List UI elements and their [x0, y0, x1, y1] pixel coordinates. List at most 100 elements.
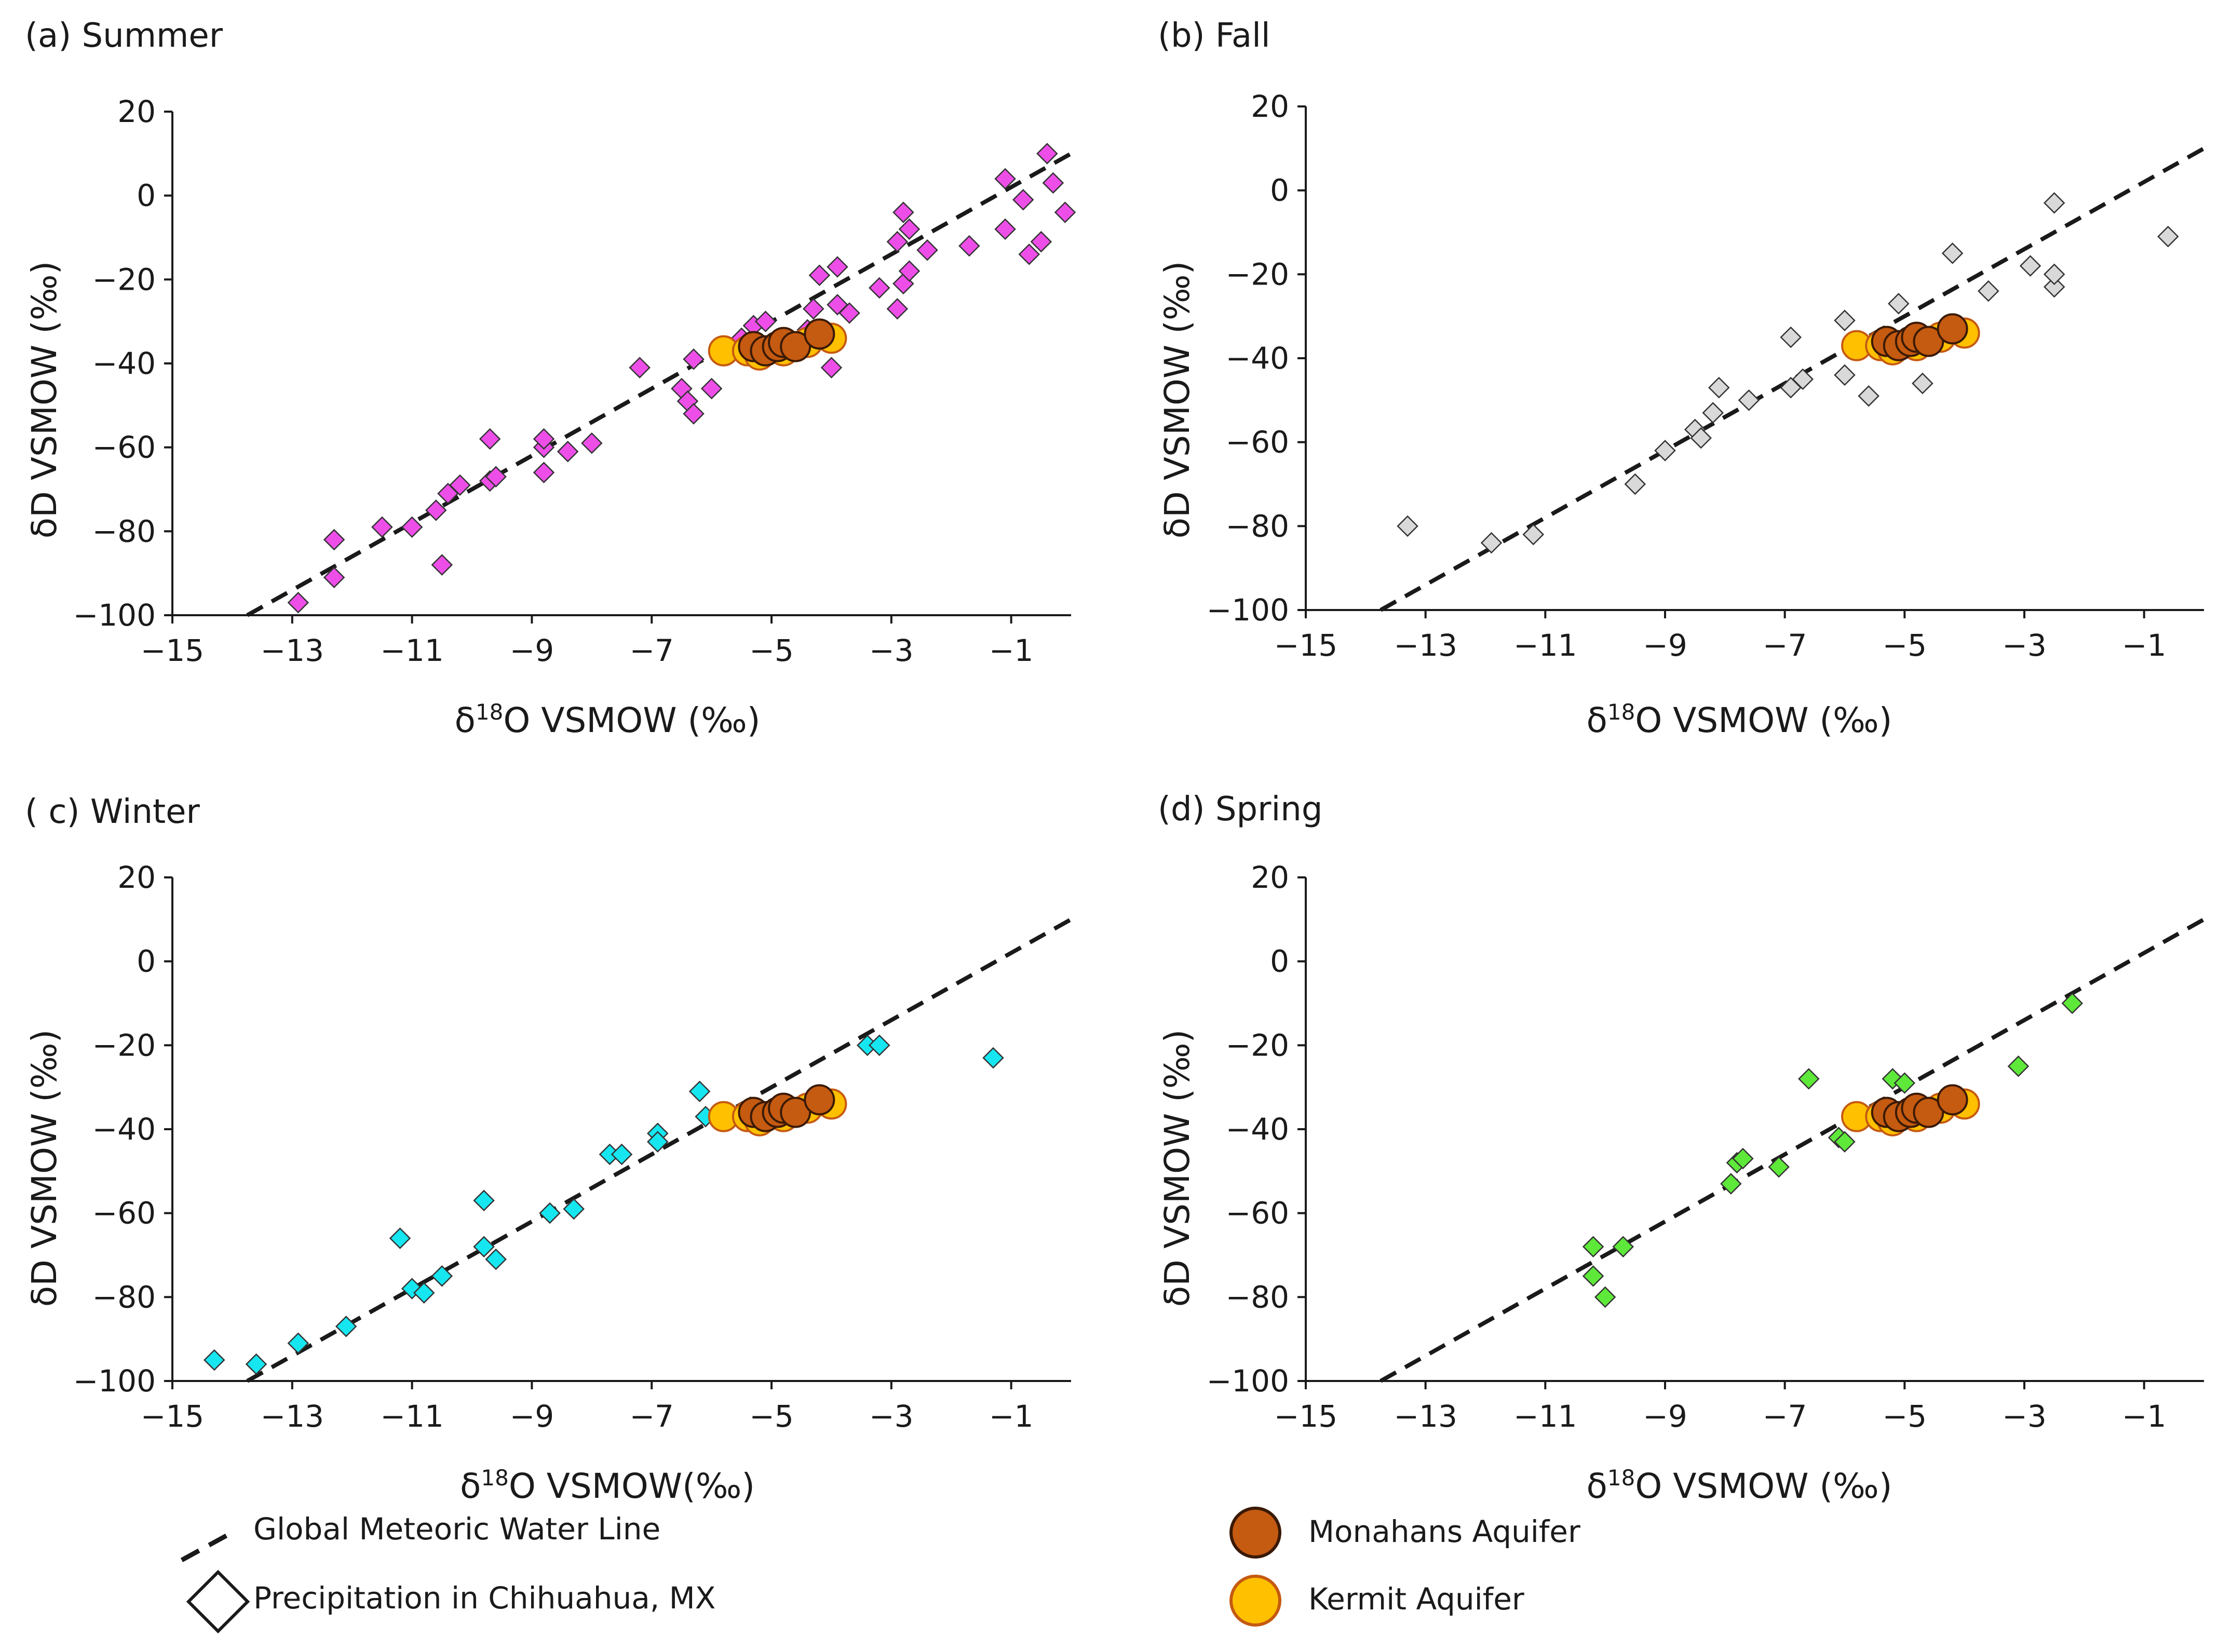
panel-title-winter: ( c) Winter	[25, 793, 200, 831]
precip-point-winter	[473, 1236, 495, 1258]
precip-point-summer	[425, 499, 447, 521]
x-tick-label-fall: −11	[1513, 628, 1577, 663]
gmwl-line-fall	[1380, 146, 2205, 612]
y-axis-title-winter: δD VSMOW (‰)	[24, 1030, 64, 1307]
precip-point-summer	[479, 428, 501, 450]
x-tick-label-fall: −3	[2002, 628, 2047, 663]
precip-point-spring	[1720, 1173, 1742, 1195]
x-tick-label-summer: −11	[380, 633, 443, 668]
panel-fall: (b) Fall 20 0 −20 −40 −60 −80 −100−15 −13 −11 −9 −…	[1157, 17, 2205, 740]
precip-point-summer	[287, 591, 309, 614]
precip-point-summer	[886, 231, 909, 253]
precip-point-summer	[323, 566, 345, 589]
precip-point-summer	[533, 462, 555, 483]
precip-point-spring	[1594, 1286, 1616, 1308]
y-tick-label-fall: −40	[1226, 341, 1289, 376]
x-tick-label-summer: −15	[141, 633, 204, 668]
y-tick-label-spring: 0	[1270, 944, 1289, 979]
y-tick-label-fall: 20	[1251, 89, 1289, 124]
precip-point-fall	[1978, 280, 1999, 302]
precip-point-summer	[533, 428, 555, 450]
y-tick-label-winter: 20	[117, 860, 156, 895]
precip-point-winter	[204, 1349, 225, 1371]
precip-point-summer	[700, 377, 723, 400]
precip-point-winter	[646, 1131, 669, 1153]
precip-point-summer	[1036, 143, 1058, 165]
y-tick-label-winter: −40	[92, 1112, 156, 1147]
x-tick-label-winter: −5	[749, 1399, 794, 1434]
precip-point-summer	[629, 357, 651, 378]
precip-point-spring	[2007, 1055, 2030, 1077]
panel-summer: (a) Summer 20 0 −20 −40 −60 −80 −100−15 −13 −11 −…	[24, 17, 1076, 741]
precip-point-spring	[1732, 1147, 1754, 1170]
precip-point-fall	[1654, 440, 1676, 462]
x-tick-label-summer: −13	[261, 633, 324, 668]
panel-title-summer: (a) Summer	[25, 17, 223, 55]
legend-kermit-label: Kermit Aquifer	[1308, 1581, 1524, 1617]
x-tick-label-winter: −3	[869, 1399, 914, 1434]
panel-spring: (d) Spring 20 0 −20 −40 −60 −80 −100−15 −13 −11 −…	[1157, 790, 2205, 1506]
precip-point-fall	[2043, 276, 2065, 298]
legend-monahans-marker	[1229, 1507, 1281, 1559]
precip-point-summer	[898, 218, 921, 240]
precip-point-winter	[335, 1316, 357, 1337]
x-tick-label-spring: −9	[1643, 1399, 1687, 1434]
y-tick-label-fall: −60	[1226, 425, 1289, 460]
precip-point-summer	[803, 298, 824, 320]
precip-point-summer	[449, 474, 471, 496]
precip-point-summer	[827, 256, 848, 278]
precip-point-fall	[2157, 225, 2179, 248]
precip-point-spring	[1582, 1236, 1604, 1258]
y-tick-label-winter: −60	[92, 1196, 156, 1231]
x-axis-title-summer: δ18O VSMOW (‰)	[454, 699, 760, 741]
x-tick-label-summer: −3	[869, 633, 914, 668]
precip-point-summer	[820, 357, 843, 378]
monahans-point-winter	[780, 1096, 812, 1128]
x-tick-label-summer: −1	[989, 633, 1034, 668]
x-tick-label-winter: −11	[380, 1399, 443, 1434]
precip-point-winter	[485, 1248, 507, 1270]
precip-point-fall	[1480, 532, 1503, 554]
precip-point-spring	[1612, 1236, 1634, 1258]
y-tick-label-summer: −60	[92, 430, 156, 465]
panel-title-spring: (d) Spring	[1158, 790, 1322, 829]
precip-point-winter	[287, 1332, 309, 1355]
precip-point-winter	[413, 1282, 435, 1304]
y-tick-label-spring: −80	[1226, 1279, 1289, 1315]
precip-point-fall	[2019, 255, 2041, 277]
y-tick-label-winter: 0	[137, 944, 156, 979]
precip-point-fall	[1792, 368, 1814, 390]
legend-gmwl-line	[180, 1531, 233, 1562]
precip-point-summer	[401, 516, 423, 538]
precip-point-summer	[683, 403, 705, 425]
x-tick-label-winter: −9	[510, 1399, 554, 1434]
precip-point-fall	[1780, 326, 1802, 348]
precip-point-fall	[1624, 473, 1646, 495]
precip-point-fall	[1702, 402, 1724, 424]
precip-point-summer	[371, 516, 393, 538]
y-axis-title-fall: δD VSMOW (‰)	[1157, 261, 1197, 538]
y-tick-label-summer: −40	[92, 346, 156, 381]
x-tick-label-spring: −13	[1394, 1399, 1457, 1434]
legend: Global Meteoric Water Line Precipitation…	[180, 1507, 1580, 1634]
precip-point-summer	[1030, 231, 1052, 253]
precip-point-fall	[1738, 389, 1760, 411]
y-tick-label-fall: −80	[1226, 508, 1289, 544]
precip-point-summer	[323, 529, 345, 551]
precip-point-summer	[994, 218, 1016, 240]
monahans-point-spring	[1937, 1084, 1968, 1116]
y-tick-label-spring: −20	[1226, 1027, 1289, 1063]
precip-point-winter	[563, 1198, 585, 1220]
precip-point-fall	[1522, 523, 1545, 546]
x-tick-label-spring: −1	[2122, 1399, 2167, 1434]
precip-point-summer	[1042, 172, 1064, 194]
x-tick-label-fall: −15	[1274, 628, 1337, 663]
y-tick-label-fall: −20	[1226, 256, 1289, 292]
precip-point-fall	[1834, 364, 1856, 386]
precip-point-fall	[1397, 515, 1418, 537]
x-tick-label-summer: −7	[629, 633, 674, 668]
precip-point-summer	[886, 298, 909, 320]
legend-precip-label: Precipitation in Chihuahua, MX	[253, 1580, 715, 1616]
precip-point-winter	[982, 1047, 1004, 1069]
y-tick-label-fall: −100	[1207, 592, 1289, 628]
